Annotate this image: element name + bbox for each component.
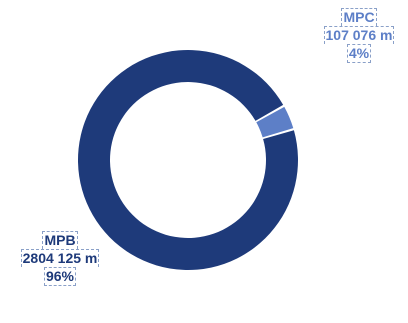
- slice-value-label: 2804 125 m: [20, 249, 100, 267]
- data-label-mpb: MPB 2804 125 m 96%: [8, 231, 112, 286]
- slice-name-label: MPC: [341, 8, 377, 26]
- slice-percent-label: 96%: [43, 267, 77, 286]
- data-label-mpc: MPC 107 076 m 4%: [314, 8, 404, 63]
- slice-name-label: MPB: [42, 231, 78, 249]
- slice-percent-label: 4%: [346, 44, 372, 63]
- slice-value-label: 107 076 m: [323, 26, 395, 44]
- slice-mpc: [256, 106, 294, 138]
